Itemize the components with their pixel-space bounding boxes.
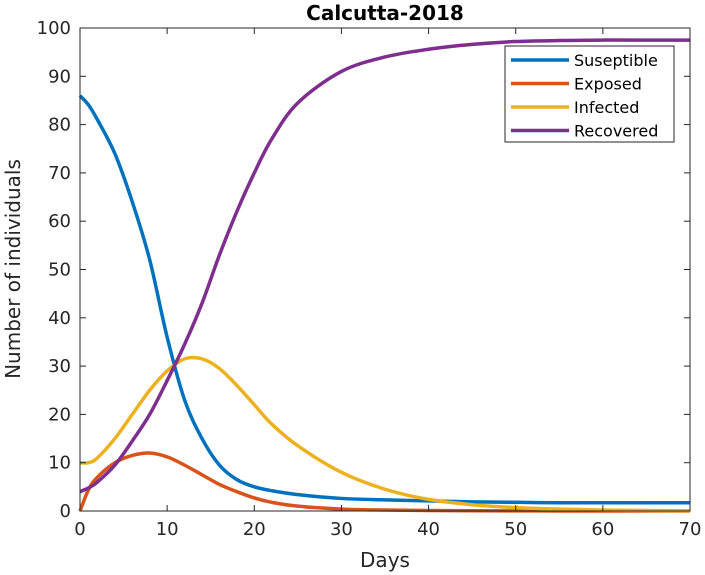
y-axis-label: Number of individuals — [1, 159, 25, 379]
y-tick-label: 40 — [48, 308, 71, 329]
ticks-layer: 0 10 20 30 40 50 60 70 0 10 20 30 40 50 60 70 80 90 100 — [37, 18, 702, 540]
series-layer — [78, 38, 691, 513]
legend-box — [504, 45, 675, 143]
series-line-recovered — [79, 38, 690, 494]
legend-label-infected: Infected — [574, 98, 639, 117]
legend-label-recovered: Recovered — [574, 122, 658, 141]
x-tick-label: 60 — [591, 519, 614, 540]
x-tick-label: 20 — [243, 519, 266, 540]
legend: Suseptible Exposed Infected Recovered — [504, 45, 675, 143]
x-axis-label: Days — [360, 548, 410, 572]
series-line-infected — [79, 355, 691, 513]
x-tick-label: 30 — [330, 519, 353, 540]
x-tick-label: 70 — [679, 519, 702, 540]
chart-title: Calcutta-2018 — [306, 1, 464, 25]
y-tick-label: 50 — [48, 260, 71, 281]
series-line-suseptible — [78, 94, 690, 505]
y-tick-label: 20 — [48, 404, 71, 425]
y-tick-label: 100 — [37, 18, 71, 39]
y-tick-label: 80 — [48, 115, 71, 136]
legend-label-exposed: Exposed — [574, 75, 642, 94]
legend-label-suseptible: Suseptible — [574, 51, 658, 70]
y-tick-label: 0 — [60, 501, 71, 522]
y-tick-label: 60 — [48, 211, 71, 232]
y-tick-label: 30 — [48, 356, 71, 377]
y-tick-label: 10 — [48, 453, 71, 474]
x-tick-label: 40 — [417, 519, 440, 540]
x-tick-label: 0 — [74, 519, 85, 540]
x-tick-label: 50 — [504, 519, 527, 540]
x-tick-label: 10 — [156, 519, 179, 540]
y-tick-label: 70 — [48, 163, 71, 184]
y-tick-label: 90 — [48, 66, 71, 87]
